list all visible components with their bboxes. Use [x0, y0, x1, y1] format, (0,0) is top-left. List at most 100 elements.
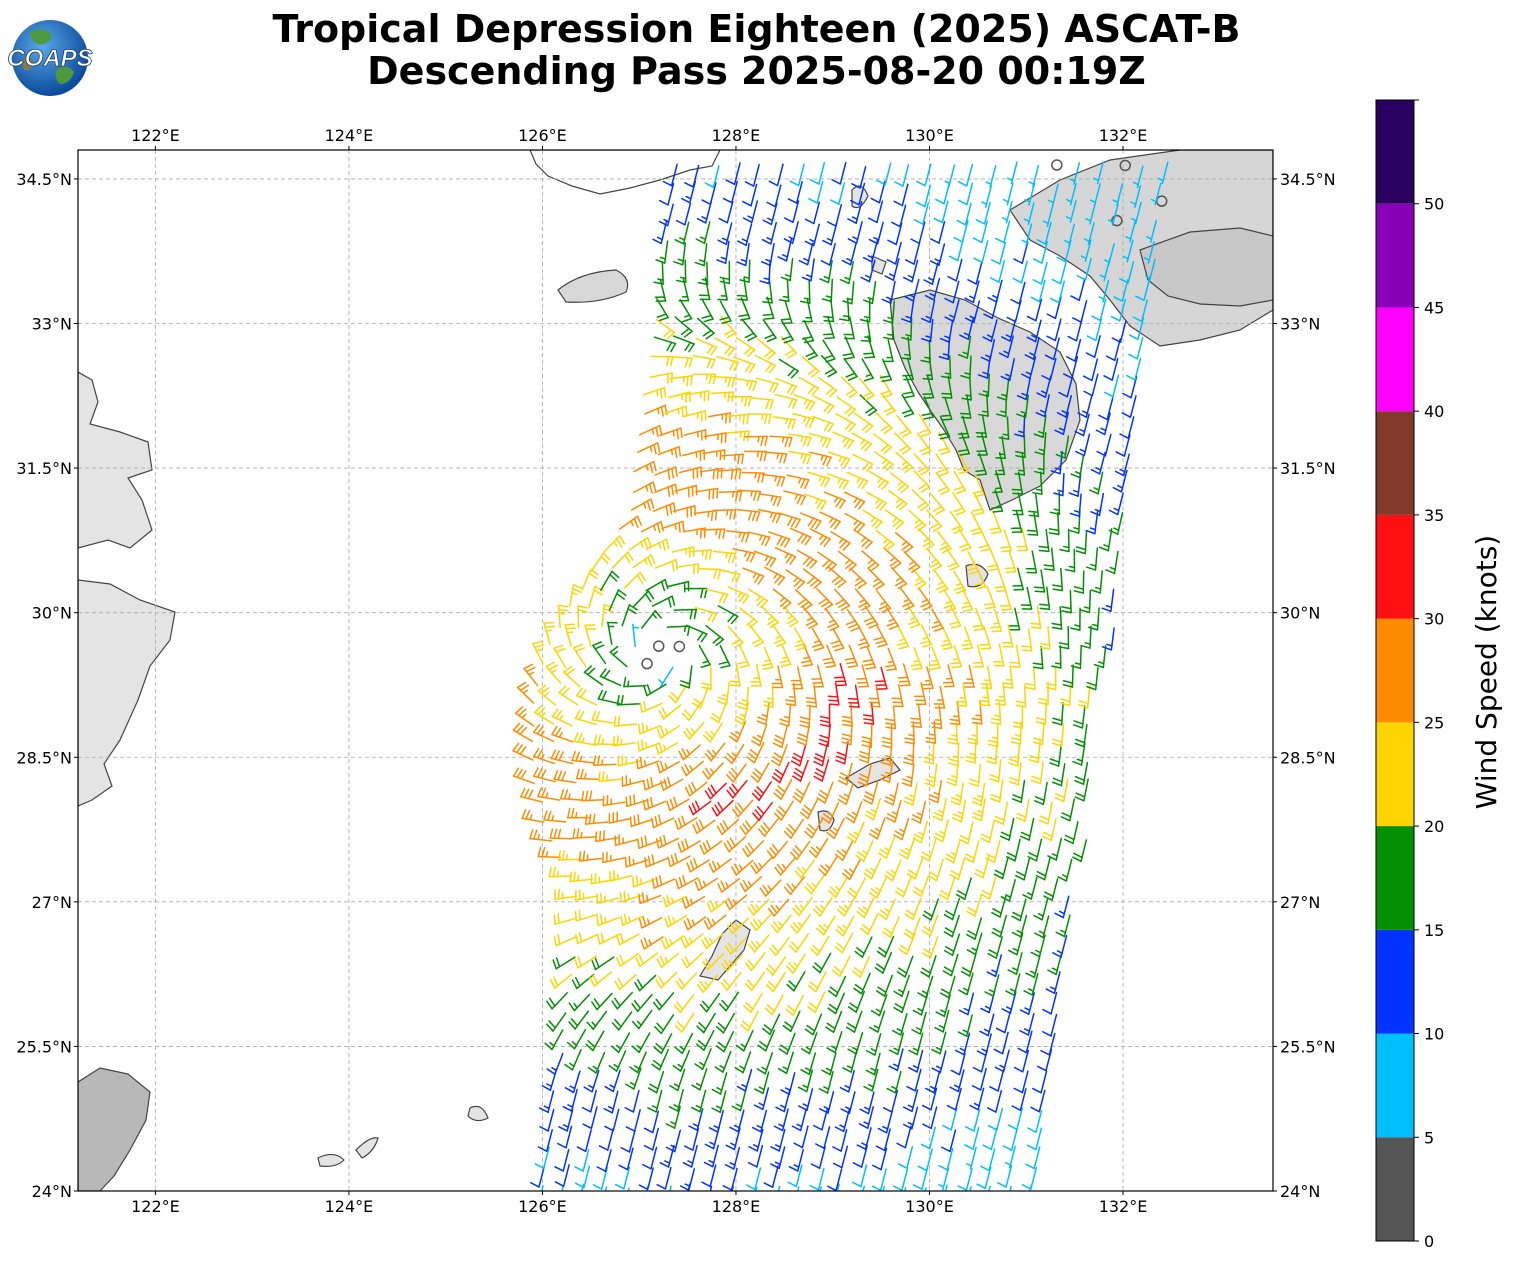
- wind-barb-59: [770, 1146, 786, 1170]
- wind-barb-50: [574, 1148, 590, 1172]
- wind-barb-1142: [1111, 320, 1127, 343]
- colorbar-tick-label-0: 0: [1424, 1232, 1434, 1251]
- lat-label-right-4: 30°N: [1280, 604, 1320, 623]
- wind-barb-1051: [711, 375, 736, 388]
- wind-barb-403: [955, 877, 972, 900]
- wind-barb-548: [726, 763, 747, 783]
- wind-barb-95: [1026, 1127, 1043, 1151]
- wind-barb-220: [631, 1009, 653, 1030]
- land-china-south: [78, 579, 176, 807]
- wind-barb-1288: [659, 182, 675, 206]
- wind-barb-818: [849, 567, 867, 590]
- wind-barb-1009: [835, 413, 856, 433]
- wind-barb-623: [597, 689, 621, 705]
- wind-barb-761: [717, 605, 739, 625]
- wind-barb-306: [942, 953, 959, 977]
- wind-barb-487: [560, 789, 584, 801]
- wind-barb-192: [544, 1029, 564, 1051]
- wind-barb-559: [968, 763, 982, 787]
- wind-barb-194: [585, 1030, 605, 1052]
- wind-barb-1166: [1110, 298, 1127, 322]
- wind-barb-11: [777, 1185, 781, 1191]
- wind-barb-465: [650, 814, 675, 829]
- wind-barb-473: [826, 817, 845, 840]
- wind-barb-547: [702, 762, 724, 780]
- wind-barb-1091: [1041, 357, 1057, 381]
- wind-barb-140: [969, 1087, 985, 1111]
- wind-barb-1258: [1036, 221, 1052, 245]
- wind-barb-702: [584, 624, 597, 648]
- wind-barb-1035: [880, 392, 896, 416]
- lat-label-left-5: 31.5°N: [16, 459, 72, 478]
- wind-barb-170: [587, 1051, 606, 1074]
- wind-barb-895: [949, 510, 964, 534]
- wind-barb-239: [1042, 1013, 1058, 1037]
- wind-barb-314: [596, 932, 621, 945]
- land-miyako: [467, 1105, 489, 1122]
- colorbar-tick-label-9: 45: [1424, 298, 1444, 317]
- wind-barb-869: [894, 531, 914, 554]
- wind-barb-393: [739, 875, 763, 893]
- wind-barb-1271: [804, 201, 821, 225]
- wind-barb-1065: [996, 377, 1010, 401]
- wind-barb-1156: [901, 299, 915, 323]
- wind-barb-1059: [879, 374, 893, 399]
- wind-barb-670: [1038, 681, 1049, 706]
- wind-barb-552: [813, 759, 830, 782]
- wind-barb-225: [740, 1010, 760, 1032]
- wind-barb-1089: [1000, 358, 1015, 382]
- wind-barb-885: [736, 509, 761, 522]
- wind-barb-163: [949, 1069, 965, 1093]
- wind-barb-298: [765, 956, 787, 976]
- wind-barb-739: [811, 627, 825, 652]
- wind-barb-823: [953, 570, 967, 595]
- wind-barb-1234: [1032, 241, 1049, 264]
- wind-barb-934: [761, 473, 786, 487]
- wind-barb-440: [677, 838, 701, 853]
- wind-barb-1044: [1056, 394, 1073, 418]
- wind-barb-227: [782, 1010, 801, 1033]
- wind-barb-86: [832, 1128, 848, 1152]
- wind-barb-698: [1062, 664, 1074, 688]
- wind-barb-658: [785, 682, 797, 706]
- wind-barb-884: [713, 509, 737, 520]
- wind-barb-1210: [1032, 261, 1048, 285]
- wind-barb-603: [751, 723, 768, 747]
- wind-barb-96: [539, 1108, 555, 1132]
- wind-barb-1318: [789, 163, 805, 187]
- wind-barb-963: [873, 451, 894, 472]
- wind-barb-321: [748, 934, 770, 953]
- colorbar-border: [1375, 99, 1415, 1242]
- colorbar-tick-label-1: 5: [1424, 1128, 1434, 1147]
- wind-barb-244: [631, 993, 653, 1013]
- wind-barb-471: [783, 818, 804, 839]
- wind-barb-1018: [1014, 413, 1026, 438]
- wind-barb-169: [564, 1048, 582, 1071]
- wind-barb-540: [550, 749, 574, 765]
- wind-barb-1003: [707, 412, 732, 424]
- wind-barb-413: [644, 854, 668, 868]
- wind-barb-6: [669, 1185, 672, 1191]
- wind-barb-707: [698, 644, 711, 669]
- land-korea: [529, 150, 721, 195]
- colorbar-bin-3: [1376, 826, 1414, 930]
- wind-barb-1115: [1044, 337, 1060, 361]
- wind-barb-290: [591, 956, 615, 971]
- wind-barb-161: [906, 1068, 922, 1092]
- wind-barb-383: [1054, 895, 1070, 919]
- wind-barb-519: [684, 781, 708, 797]
- wind-barb-455: [1005, 838, 1021, 862]
- wind-barb-197: [653, 1033, 673, 1055]
- wind-barb-431: [1035, 857, 1051, 881]
- wind-barb-888: [799, 512, 822, 530]
- wind-barb-788: [747, 588, 769, 609]
- wind-barb-1225: [841, 242, 857, 266]
- wind-barb-652: [643, 683, 667, 697]
- wind-barb-335: [1052, 934, 1068, 958]
- wind-barb-1087: [960, 355, 972, 379]
- wind-barb-1162: [1026, 298, 1043, 322]
- wind-barb-913: [823, 491, 846, 509]
- lon-label-bottom-4: 130°E: [905, 1197, 954, 1216]
- wind-barb-851: [1025, 550, 1038, 574]
